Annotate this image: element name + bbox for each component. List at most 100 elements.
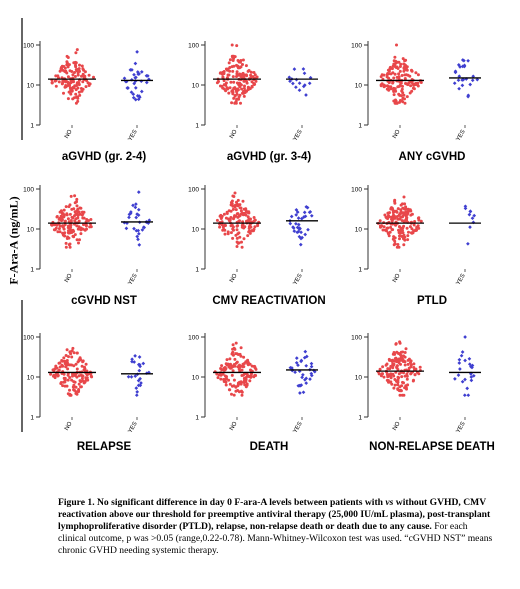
data-point-yes [309, 364, 314, 369]
y-tick-label: 1 [195, 267, 199, 274]
data-point-no [387, 88, 391, 92]
data-point-no [398, 65, 402, 68]
data-point-yes [307, 81, 312, 86]
data-point-no [401, 84, 404, 88]
data-point-no [60, 363, 64, 367]
data-point-no [86, 372, 90, 376]
data-point-no [50, 81, 54, 85]
data-point-no [403, 97, 406, 101]
data-point-no [78, 379, 82, 383]
data-point-yes [129, 375, 134, 379]
data-point-no [225, 86, 229, 90]
data-point-no [398, 237, 401, 241]
data-point-no [398, 393, 402, 397]
data-point-yes [458, 367, 462, 371]
data-point-no [402, 62, 406, 66]
data-point-no [72, 364, 76, 368]
data-point-yes [471, 373, 476, 378]
data-point-no [389, 376, 393, 380]
data-point-no [232, 378, 236, 382]
data-point-no [404, 68, 408, 72]
data-point-no [70, 355, 74, 359]
data-point-no [67, 229, 70, 233]
data-point-no [247, 69, 251, 73]
data-point-no [399, 362, 402, 366]
data-point-yes [294, 85, 298, 90]
data-point-no [88, 82, 92, 86]
data-point-no [224, 83, 228, 87]
data-point-no [248, 231, 252, 235]
data-point-no [239, 101, 242, 105]
data-point-no [238, 235, 242, 239]
data-point-yes [289, 214, 294, 219]
data-point-no [409, 209, 413, 213]
data-point-no [417, 218, 421, 222]
caption-vs: vs [385, 497, 394, 508]
data-point-no [236, 66, 240, 70]
data-point-no [228, 388, 232, 392]
data-point-yes [466, 94, 470, 99]
data-point-yes [135, 390, 140, 394]
data-point-yes [309, 371, 314, 376]
data-point-yes [137, 243, 142, 247]
data-point-yes [136, 190, 141, 194]
data-point-no [247, 211, 251, 215]
data-point-no [246, 215, 250, 219]
data-point-no [71, 374, 74, 378]
data-point-no [241, 63, 244, 66]
data-point-no [73, 71, 76, 74]
data-point-no [404, 347, 408, 351]
data-point-yes [133, 86, 138, 90]
data-point-yes [467, 362, 472, 367]
data-point-no [228, 58, 232, 62]
x-tick-label: YES [293, 129, 304, 142]
data-point-no [231, 92, 235, 96]
data-point-no [71, 85, 75, 89]
data-point-no [236, 241, 240, 245]
data-point-no [389, 364, 393, 368]
data-point-no [231, 227, 235, 231]
data-point-yes [291, 225, 295, 229]
data-point-no [386, 68, 390, 72]
data-point-no [402, 354, 406, 358]
data-point-no [250, 364, 254, 368]
data-point-no [399, 62, 403, 66]
data-point-no [393, 383, 397, 387]
data-point-no [75, 200, 78, 204]
data-point-no [230, 373, 234, 377]
data-point-no [393, 378, 397, 381]
data-point-no [64, 362, 68, 366]
data-point-yes [463, 358, 467, 363]
data-point-no [236, 204, 240, 208]
data-point-yes [457, 86, 461, 91]
data-point-yes [136, 237, 140, 242]
data-point-no [402, 233, 406, 237]
data-point-no [381, 228, 385, 232]
data-point-no [89, 218, 93, 221]
data-point-yes [305, 205, 310, 210]
data-point-yes [287, 75, 292, 80]
data-point-no [235, 81, 239, 85]
data-point-yes [301, 390, 306, 395]
data-point-no [389, 72, 393, 76]
data-point-no [66, 392, 70, 396]
data-point-no [73, 60, 77, 64]
data-point-no [237, 390, 241, 394]
data-point-no [66, 373, 70, 377]
y-tick-label: 1 [358, 267, 362, 274]
data-point-yes [460, 379, 465, 384]
data-point-no [413, 229, 416, 233]
y-tick-label: 100 [23, 335, 34, 342]
data-point-no [74, 390, 78, 394]
data-point-no [240, 393, 244, 397]
data-point-no [62, 372, 66, 376]
y-tick-label: 100 [188, 335, 199, 342]
y-tick-label: 100 [188, 43, 199, 50]
data-point-yes [144, 80, 149, 85]
data-point-no [238, 352, 242, 356]
data-point-no [404, 205, 408, 209]
data-point-no [409, 365, 413, 369]
data-point-no [76, 227, 80, 231]
data-point-no [243, 213, 247, 217]
data-point-no [231, 369, 235, 373]
